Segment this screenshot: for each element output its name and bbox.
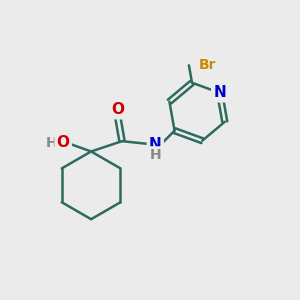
Text: N: N bbox=[149, 136, 162, 152]
Text: H: H bbox=[46, 136, 57, 150]
Text: N: N bbox=[213, 85, 226, 100]
Text: Br: Br bbox=[199, 58, 217, 72]
Text: O: O bbox=[57, 135, 70, 150]
Text: O: O bbox=[111, 102, 124, 117]
Text: H: H bbox=[149, 148, 161, 162]
